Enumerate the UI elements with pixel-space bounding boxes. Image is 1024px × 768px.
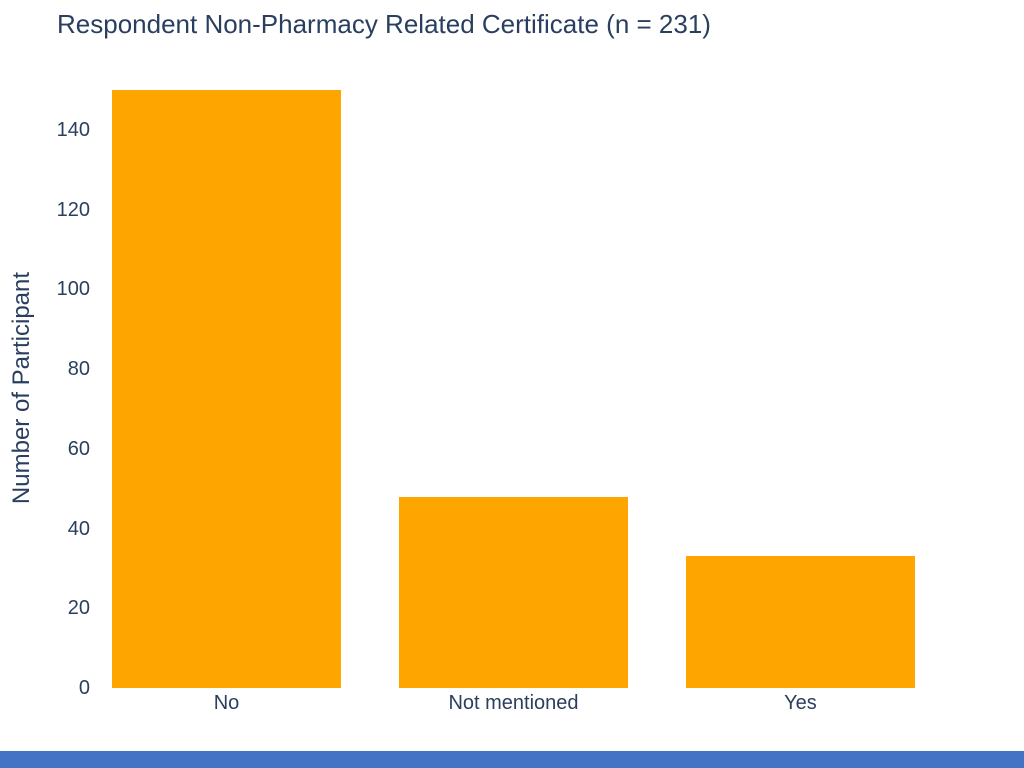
x-tick-label: Yes	[784, 692, 817, 714]
x-tick-label: No	[213, 692, 240, 714]
y-tick-label: 80	[67, 358, 90, 381]
chart-title: Respondent Non-Pharmacy Related Certific…	[57, 9, 711, 39]
x-tick-label: Not mentioned	[448, 692, 579, 714]
y-tick-label: 60	[67, 437, 90, 460]
y-tick-label: 20	[67, 597, 90, 620]
bar-yes	[686, 556, 915, 688]
y-tick-label: 140	[56, 118, 90, 141]
y-tick-label: 40	[67, 517, 90, 540]
y-tick-label: 120	[56, 198, 90, 221]
y-tick-label: 0	[78, 677, 90, 699]
y-tick-label: 100	[56, 278, 90, 301]
bottom-blue-strip	[0, 751, 1024, 768]
bar-not-mentioned	[399, 496, 628, 688]
bar-no	[112, 90, 341, 688]
